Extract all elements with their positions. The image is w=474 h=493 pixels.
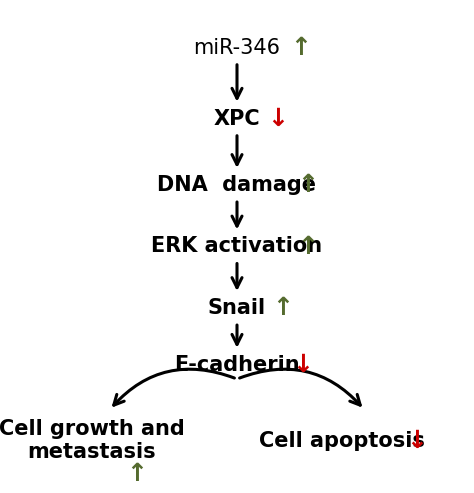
FancyArrowPatch shape (114, 369, 235, 405)
Text: ↑: ↑ (272, 296, 293, 320)
Text: ↑: ↑ (290, 35, 311, 60)
Text: ↓: ↓ (292, 353, 313, 377)
Text: ↓: ↓ (406, 428, 427, 453)
Text: ↓: ↓ (267, 106, 289, 131)
Text: ERK activation: ERK activation (151, 237, 323, 256)
Text: ↑: ↑ (127, 461, 147, 486)
Text: E-cadherin: E-cadherin (174, 355, 300, 375)
Text: ↑: ↑ (297, 173, 318, 197)
FancyArrowPatch shape (239, 369, 360, 405)
Text: Cell apoptosis: Cell apoptosis (259, 430, 425, 451)
Text: ↑: ↑ (297, 235, 318, 258)
Text: XPC: XPC (214, 109, 260, 129)
Text: Snail: Snail (208, 298, 266, 318)
Text: DNA  damage: DNA damage (157, 175, 317, 195)
Text: miR-346: miR-346 (193, 38, 281, 58)
Text: Cell growth and
metastasis: Cell growth and metastasis (0, 419, 184, 462)
